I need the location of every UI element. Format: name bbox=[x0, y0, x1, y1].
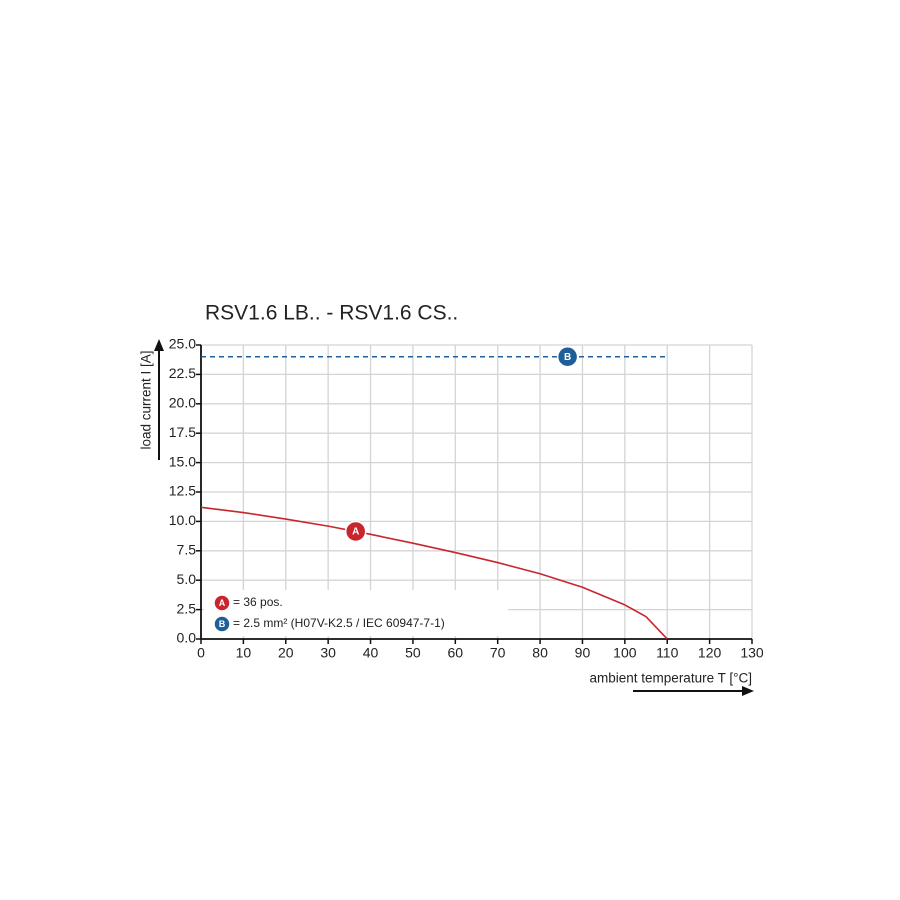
x-tick-label: 110 bbox=[656, 645, 679, 661]
x-tick-label: 120 bbox=[698, 645, 722, 661]
legend-text: = 2.5 mm² (H07V-K2.5 / IEC 60947-7-1) bbox=[233, 616, 445, 630]
x-tick-label: 90 bbox=[575, 645, 591, 661]
x-axis-label: ambient temperature T [°C] bbox=[590, 671, 752, 686]
x-tick-label: 30 bbox=[320, 645, 336, 661]
x-tick-label: 80 bbox=[532, 645, 548, 661]
x-axis-arrowhead bbox=[742, 686, 754, 696]
badge-letter: A bbox=[352, 527, 359, 538]
y-tick-label: 17.5 bbox=[169, 424, 196, 440]
x-tick-label: 60 bbox=[448, 645, 464, 661]
y-tick-label: 15.0 bbox=[169, 453, 196, 469]
x-tick-label: 40 bbox=[363, 645, 379, 661]
series-label: A bbox=[344, 520, 367, 543]
y-tick-label: 22.5 bbox=[169, 365, 196, 381]
legend-item: B = 2.5 mm² (H07V-K2.5 / IEC 60947-7-1) bbox=[213, 615, 445, 633]
badge-letter: A bbox=[219, 598, 226, 608]
legend-text: = 36 pos. bbox=[233, 595, 283, 609]
badge bbox=[556, 346, 579, 368]
x-tick-label: 0 bbox=[197, 645, 205, 661]
badge bbox=[213, 615, 231, 633]
x-tick-label: 100 bbox=[613, 645, 637, 661]
y-tick-label: 12.5 bbox=[169, 483, 196, 499]
chart-title: RSV1.6 LB.. - RSV1.6 CS.. bbox=[205, 302, 458, 325]
y-tick-label: 2.5 bbox=[177, 600, 197, 616]
y-axis-label: load current I [A] bbox=[139, 350, 154, 449]
y-axis-arrowhead bbox=[154, 339, 164, 351]
series-line bbox=[200, 506, 668, 640]
series-label: B bbox=[556, 346, 579, 368]
y-tick-label: 5.0 bbox=[177, 571, 197, 587]
y-tick-label: 7.5 bbox=[177, 542, 197, 558]
legend-item: A = 36 pos. bbox=[213, 594, 283, 612]
badge-letter: B bbox=[564, 352, 571, 363]
badge bbox=[213, 594, 231, 612]
badge bbox=[344, 520, 367, 543]
y-tick-label: 0.0 bbox=[177, 630, 197, 646]
y-tick-label: 25.0 bbox=[169, 336, 196, 352]
x-tick-label: 50 bbox=[405, 645, 421, 661]
badge-letter: B bbox=[219, 619, 226, 629]
x-tick-label: 130 bbox=[740, 645, 764, 661]
y-tick-label: 20.0 bbox=[169, 395, 196, 411]
legend-box bbox=[204, 590, 508, 636]
y-tick-label: 10.0 bbox=[169, 512, 196, 528]
x-tick-label: 20 bbox=[278, 645, 294, 661]
x-tick-label: 10 bbox=[236, 645, 252, 661]
x-tick-label: 70 bbox=[490, 645, 506, 661]
